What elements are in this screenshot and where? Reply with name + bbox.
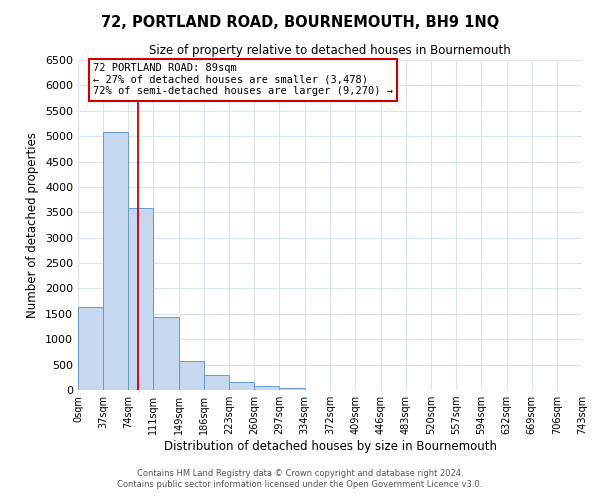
Bar — [280, 388, 305, 390]
Bar — [204, 375, 229, 390]
Y-axis label: Number of detached properties: Number of detached properties — [26, 132, 40, 318]
X-axis label: Distribution of detached houses by size in Bournemouth: Distribution of detached houses by size … — [163, 440, 497, 453]
Text: Contains HM Land Registry data © Crown copyright and database right 2024.: Contains HM Land Registry data © Crown c… — [137, 468, 463, 477]
Bar — [103, 132, 128, 390]
Text: 72, PORTLAND ROAD, BOURNEMOUTH, BH9 1NQ: 72, PORTLAND ROAD, BOURNEMOUTH, BH9 1NQ — [101, 15, 499, 30]
Bar — [78, 307, 103, 390]
Text: 72 PORTLAND ROAD: 89sqm
← 27% of detached houses are smaller (3,478)
72% of semi: 72 PORTLAND ROAD: 89sqm ← 27% of detache… — [93, 64, 393, 96]
Bar — [153, 318, 179, 390]
Title: Size of property relative to detached houses in Bournemouth: Size of property relative to detached ho… — [149, 44, 511, 58]
Bar — [128, 208, 153, 390]
Bar — [254, 386, 280, 390]
Text: Contains public sector information licensed under the Open Government Licence v3: Contains public sector information licen… — [118, 480, 482, 489]
Bar — [229, 382, 254, 390]
Bar — [179, 360, 204, 390]
